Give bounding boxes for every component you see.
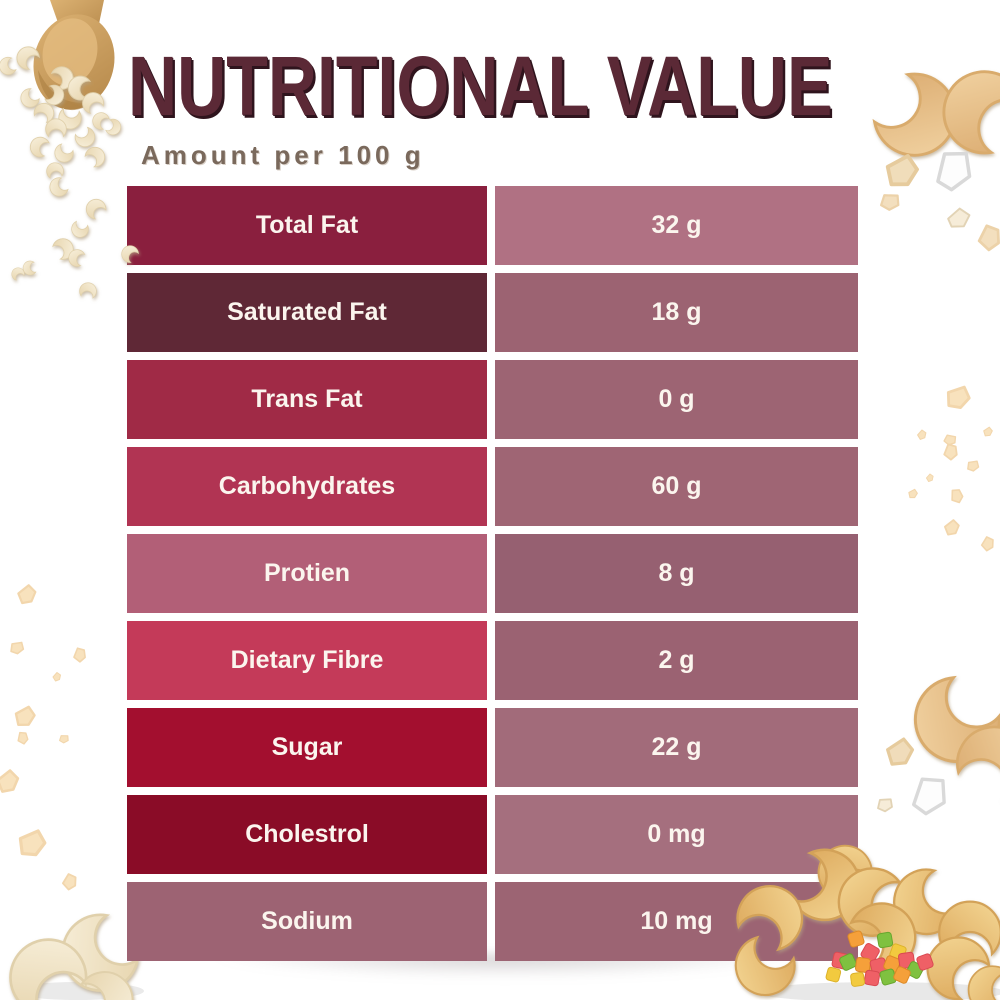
nutrient-label-cell: Sugar	[127, 708, 487, 787]
subtitle: Amount per 100 g	[141, 140, 425, 170]
nutrient-label-cell: Saturated Fat	[127, 273, 487, 352]
nutrient-label-cell: Cholestrol	[127, 795, 487, 874]
nutrient-value-cell: 10 mg	[495, 882, 858, 961]
nutrient-value-cell: 8 g	[495, 534, 858, 613]
nutrient-value-cell: 32 g	[495, 186, 858, 265]
nutrient-value-cell: 18 g	[495, 273, 858, 352]
nutrition-table: Total Fat 32 g Saturated Fat 18 g Trans …	[127, 186, 858, 961]
nutrient-value-cell: 60 g	[495, 447, 858, 526]
nutrient-label-cell: Carbohydrates	[127, 447, 487, 526]
page-title: NUTRITIONAL VALUE	[128, 39, 833, 133]
nutrient-label-cell: Dietary Fibre	[127, 621, 487, 700]
nutrient-label-cell: Total Fat	[127, 186, 487, 265]
nutrient-label-cell: Trans Fat	[127, 360, 487, 439]
nutrient-value-cell: 2 g	[495, 621, 858, 700]
nutrient-value-cell: 0 g	[495, 360, 858, 439]
nutrient-label-cell: Protien	[127, 534, 487, 613]
nutrient-value-cell: 0 mg	[495, 795, 858, 874]
nutrient-label-cell: Sodium	[127, 882, 487, 961]
nutrient-value-cell: 22 g	[495, 708, 858, 787]
